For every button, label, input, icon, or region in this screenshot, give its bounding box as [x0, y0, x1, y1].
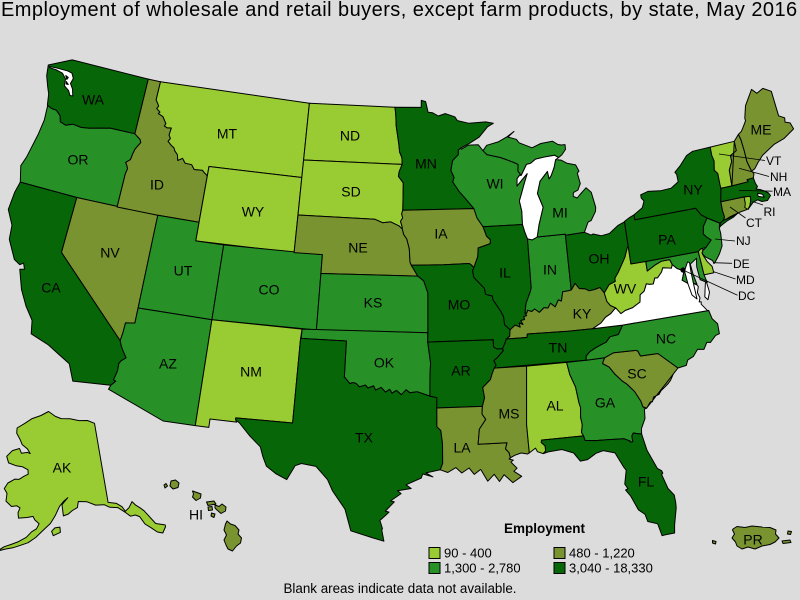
svg-text:AZ: AZ	[159, 356, 177, 372]
svg-text:NV: NV	[100, 245, 120, 261]
svg-text:IL: IL	[499, 265, 511, 281]
svg-text:DE: DE	[733, 257, 750, 271]
svg-text:OR: OR	[68, 152, 89, 168]
svg-text:CA: CA	[41, 280, 61, 296]
svg-text:SC: SC	[627, 366, 646, 382]
svg-text:MS: MS	[499, 406, 520, 422]
svg-text:WA: WA	[82, 92, 105, 108]
svg-text:AR: AR	[451, 363, 470, 379]
svg-text:NH: NH	[770, 170, 787, 184]
svg-text:IN: IN	[543, 262, 557, 278]
svg-text:MD: MD	[736, 273, 755, 287]
svg-text:ID: ID	[150, 177, 164, 193]
svg-text:Employment: Employment	[504, 521, 586, 536]
svg-text:CO: CO	[259, 282, 280, 298]
svg-text:MA: MA	[773, 185, 791, 199]
svg-text:AL: AL	[546, 398, 563, 414]
svg-text:WY: WY	[242, 204, 265, 220]
svg-text:CT: CT	[746, 216, 763, 230]
svg-text:ME: ME	[751, 122, 772, 138]
svg-text:WI: WI	[486, 176, 503, 192]
svg-text:NJ: NJ	[736, 234, 751, 248]
svg-text:NE: NE	[348, 240, 367, 256]
svg-text:KY: KY	[573, 306, 592, 322]
svg-text:HI: HI	[189, 507, 203, 523]
svg-text:MN: MN	[415, 156, 437, 172]
svg-text:SD: SD	[341, 184, 360, 200]
svg-text:MT: MT	[217, 126, 238, 142]
svg-text:480 - 1,220: 480 - 1,220	[569, 546, 635, 561]
svg-text:MI: MI	[552, 205, 568, 221]
svg-text:LA: LA	[453, 440, 471, 456]
svg-text:MO: MO	[448, 297, 471, 313]
svg-text:TX: TX	[355, 430, 374, 446]
svg-text:AK: AK	[53, 460, 72, 476]
svg-text:ND: ND	[340, 128, 360, 144]
svg-text:NC: NC	[656, 331, 676, 347]
svg-text:FL: FL	[638, 474, 655, 490]
svg-text:PA: PA	[658, 232, 676, 248]
svg-text:NY: NY	[683, 182, 703, 198]
svg-text:DC: DC	[738, 289, 756, 303]
svg-text:WV: WV	[614, 281, 637, 297]
svg-text:Blank areas indicate data not: Blank areas indicate data not available.	[283, 581, 516, 596]
svg-text:NM: NM	[240, 364, 262, 380]
svg-text:90 - 400: 90 - 400	[444, 546, 492, 561]
svg-text:KS: KS	[364, 295, 383, 311]
svg-text:OH: OH	[589, 251, 610, 267]
svg-text:RI: RI	[764, 205, 776, 219]
svg-text:GA: GA	[595, 395, 616, 411]
svg-text:VT: VT	[766, 154, 782, 168]
svg-text:1,300 - 2,780: 1,300 - 2,780	[444, 561, 521, 576]
svg-text:PR: PR	[743, 532, 762, 548]
svg-text:OK: OK	[374, 355, 395, 371]
svg-text:UT: UT	[174, 263, 193, 279]
svg-text:IA: IA	[434, 226, 448, 242]
svg-text:3,040 - 18,330: 3,040 - 18,330	[569, 561, 653, 576]
svg-text:TN: TN	[549, 340, 568, 356]
